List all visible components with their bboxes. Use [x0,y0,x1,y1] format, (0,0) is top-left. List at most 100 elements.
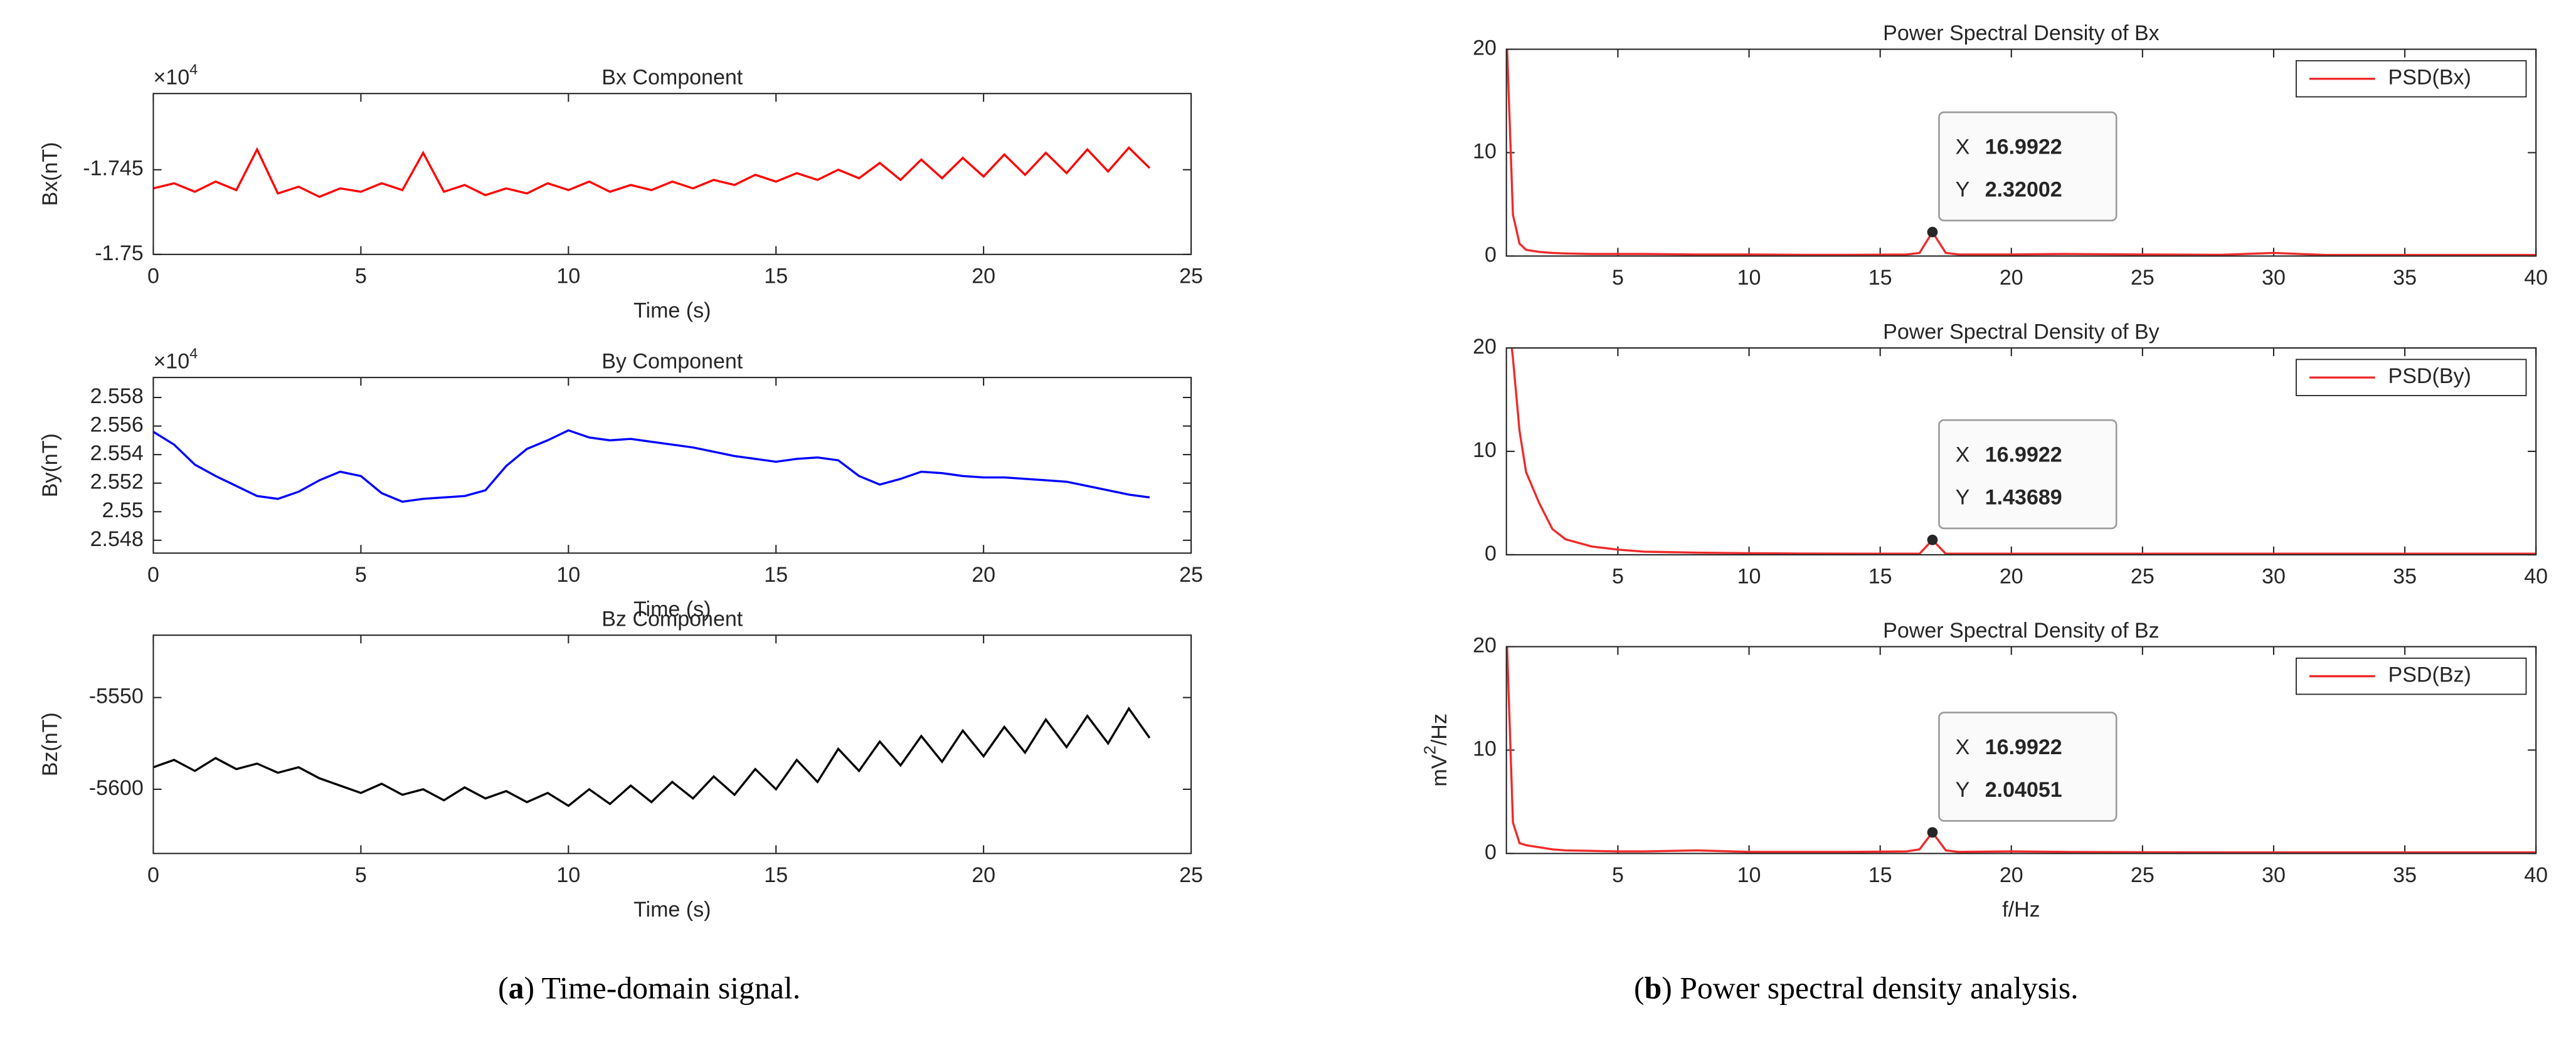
axis-multiplier: ×104 [153,345,198,374]
x-tick-label: 5 [355,264,367,288]
x-tick-label: 15 [1868,863,1892,887]
y-tick-label: 2.548 [90,527,144,551]
x-tick-label: 35 [2393,266,2417,290]
x-axis-label: Time (s) [633,597,711,621]
x-tick-label: 20 [2000,863,2023,887]
y-tick-label: 0 [1485,542,1497,565]
caption-letter: b [1645,971,1662,1006]
chart-title: Bz Component [602,607,743,631]
x-tick-label: 5 [1612,863,1624,887]
x-tick-label: 25 [2131,266,2155,290]
y-label-rest: /Hz [1428,713,1451,745]
x-tick-label: 15 [764,563,788,587]
x-tick-label: 15 [764,264,788,288]
y-tick-label: 10 [1473,438,1497,462]
y-tick-label: -5600 [89,776,144,800]
datatip-x-label: X [1956,443,1970,467]
x-tick-label: 10 [556,264,580,288]
y-label-sup: 2 [1420,745,1439,755]
y-tick-label: 2.554 [90,441,144,465]
x-tick-label: 40 [2524,266,2548,290]
plot-area [153,635,1192,854]
x-tick-label: 15 [1868,266,1892,290]
y-axis-label: mV2/Hz [1420,713,1451,787]
x-tick-label: 30 [2262,266,2286,290]
x-tick-label: 10 [1737,863,1761,887]
y-axis-label: By(nT) [38,433,62,497]
y-tick-label: 2.552 [90,470,144,494]
caption-b: (b) Power spectral density analysis. [1634,971,2079,1006]
x-tick-label: 30 [2262,863,2286,887]
data-line [153,707,1151,807]
x-tick-label: 30 [2262,565,2286,589]
x-tick-label: 25 [2131,863,2155,887]
x-axis-label: Time (s) [633,898,711,922]
y-tick-label: 20 [1473,633,1497,657]
y-tick-label: 10 [1473,737,1497,760]
x-tick-label: 10 [1737,565,1761,589]
x-tick-label: 5 [1612,565,1624,589]
data-line [1506,646,2536,854]
datatip-y-label: Y [1956,778,1970,802]
x-tick-label: 10 [556,563,580,587]
plot-area [153,377,1192,554]
datatip-x-label: X [1956,135,1970,159]
x-axis-label: Time (s) [633,298,711,322]
datatip-y-value: 2.32002 [1985,178,2062,202]
x-tick-label: 0 [147,863,159,887]
x-tick-label: 15 [764,863,788,887]
axes-box [1505,646,2537,855]
datatip-box [1938,419,2118,530]
x-tick-label: 20 [2000,565,2023,589]
y-tick-label: 0 [1485,840,1497,864]
x-tick-label: 35 [2393,565,2417,589]
datatip-x-value: 16.9922 [1985,735,2062,759]
x-tick-label: 20 [972,863,995,887]
y-tick-label: -1.745 [83,157,143,181]
y-tick-label: 20 [1473,36,1497,60]
multiplier-base: ×10 [153,350,189,374]
datatip-box [1938,712,2118,822]
axis-multiplier: ×104 [153,61,198,90]
x-tick-label: 25 [1179,563,1203,587]
y-tick-label: 20 [1473,335,1497,359]
datatip-y-value: 2.04051 [1985,778,2062,802]
x-tick-label: 25 [1179,863,1203,887]
y-tick-label: 0 [1485,243,1497,266]
datatip-marker [1927,226,1938,238]
data-line [1506,49,2536,256]
multiplier-power: 4 [189,61,198,78]
legend-label: PSD(Bz) [2388,663,2471,687]
x-tick-label: 0 [147,563,159,587]
y-tick-label: 2.558 [90,384,144,408]
chart-title: By Component [602,350,743,374]
y-tick-label: 2.55 [102,498,144,522]
chart-title: Bx Component [602,66,743,90]
caption-a: (a) Time-domain signal. [498,971,800,1006]
datatip-y-label: Y [1956,178,1970,202]
x-tick-label: 40 [2524,565,2548,589]
y-tick-label: 10 [1473,139,1497,163]
data-line [153,146,1151,198]
x-tick-label: 10 [556,863,580,887]
caption-text: ) Time-domain signal. [524,971,800,1006]
chart-title: Power Spectral Density of Bz [1883,619,2160,643]
legend-label: PSD(By) [2388,364,2471,388]
datatip-marker [1927,827,1938,838]
axes-box [152,377,1192,554]
x-tick-label: 20 [972,563,995,587]
axes-box [152,93,1192,255]
data-line [1510,348,2536,555]
y-label-text: mV [1428,754,1451,786]
y-axis-label: Bz(nT) [38,712,62,776]
datatip-box [1938,111,2118,222]
datatip-y-label: Y [1956,486,1970,510]
data-line [153,429,1150,503]
x-tick-label: 10 [1737,266,1761,290]
x-axis-label: f/Hz [2002,898,2040,922]
datatip-x-label: X [1956,735,1970,759]
caption-open: ( [498,971,509,1006]
multiplier-base: ×10 [153,66,189,90]
y-tick-label: -1.75 [95,241,144,265]
